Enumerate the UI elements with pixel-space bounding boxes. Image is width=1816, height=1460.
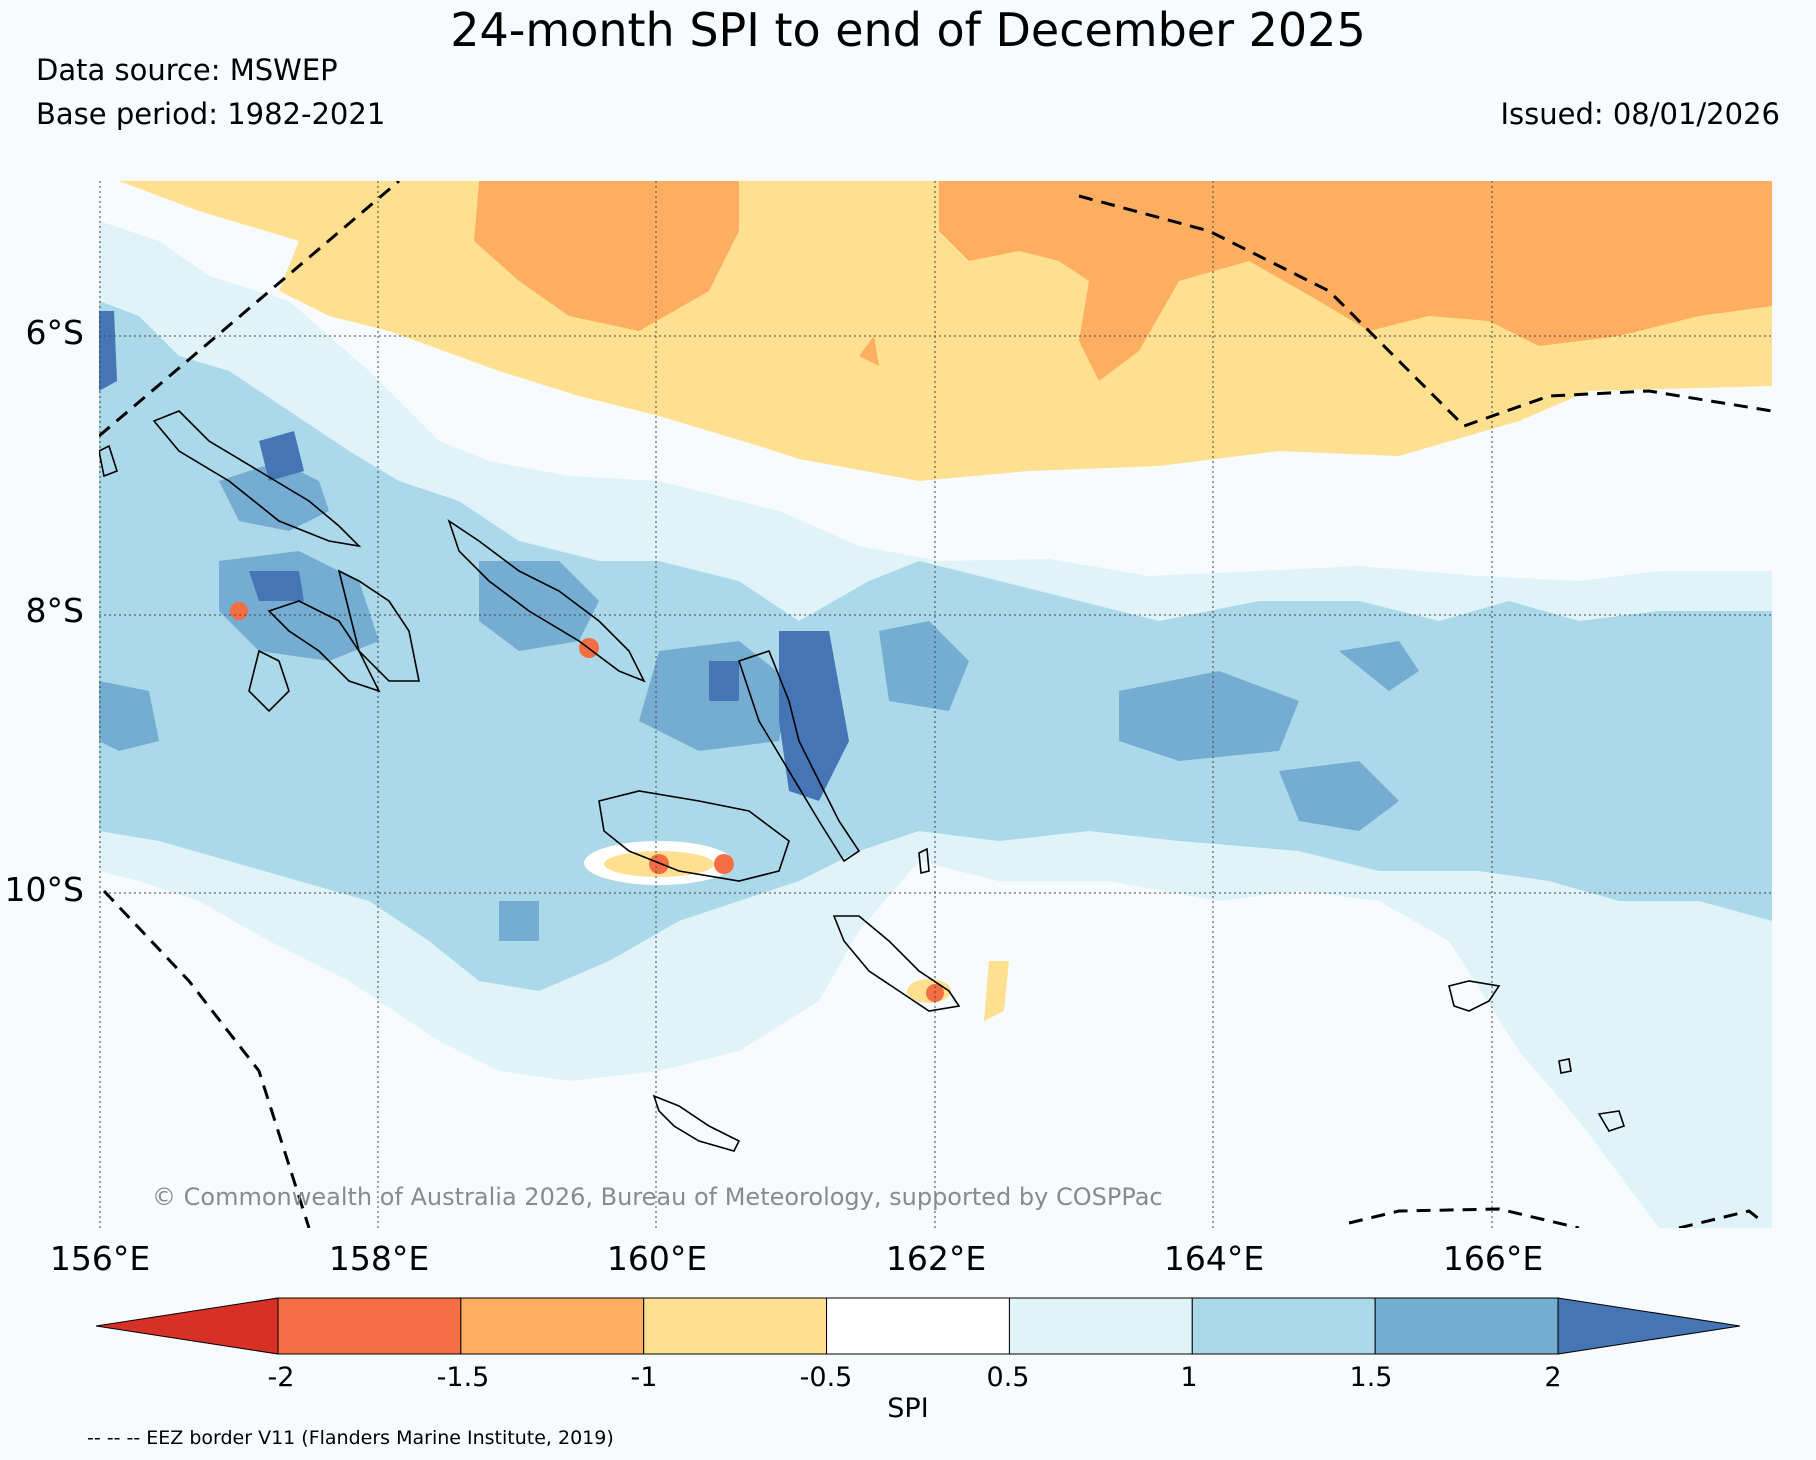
spi-colorbar	[96, 1297, 1740, 1355]
lon-tick: 156°E	[49, 1239, 151, 1278]
data-source-label: Data source: MSWEP	[36, 53, 338, 87]
lat-tick: 6°S	[25, 313, 84, 352]
colorbar-segment	[1191, 1297, 1376, 1355]
lon-tick: 162°E	[885, 1239, 987, 1278]
colorbar-tick-label: -1.5	[436, 1362, 490, 1393]
spi-region-wet-very-strong	[99, 311, 849, 801]
lon-tick: 160°E	[606, 1239, 708, 1278]
colorbar-tick-label: -0.5	[799, 1362, 853, 1393]
colorbar-extend-min	[96, 1297, 279, 1355]
colorbar-title: SPI	[887, 1393, 929, 1424]
colorbar-segment	[1374, 1297, 1559, 1355]
lon-tick: 164°E	[1163, 1239, 1265, 1278]
lon-tick: 158°E	[328, 1239, 430, 1278]
colorbar-segment	[826, 1297, 1010, 1355]
colorbar-extend-max	[1557, 1297, 1740, 1355]
colorbar-segment	[277, 1297, 462, 1355]
map-title: 24-month SPI to end of December 2025	[450, 3, 1366, 57]
spi-region-dry-moderate	[859, 336, 879, 366]
colorbar-tick-label: -2	[267, 1362, 295, 1393]
spi-region-dry-moderate	[474, 181, 739, 331]
base-period-label: Base period: 1982-2021	[36, 97, 386, 131]
colorbar-tick-label: 2	[1544, 1362, 1562, 1393]
colorbar-tick-label: 0.5	[986, 1362, 1030, 1393]
spi-map: © Commonwealth of Australia 2026, Bureau…	[99, 181, 1772, 1228]
lon-tick: 166°E	[1442, 1239, 1544, 1278]
graticule	[99, 181, 1772, 1228]
colorbar-tick-label: 1	[1180, 1362, 1198, 1393]
colorbar-tick-label: -1	[630, 1362, 658, 1393]
coastline	[99, 410, 1626, 1152]
colorbar-segment	[1008, 1297, 1193, 1355]
issued-date-label: Issued: 08/01/2026	[1500, 97, 1780, 131]
lat-tick: 10°S	[4, 870, 84, 909]
spi-region-wet-strong	[99, 461, 1419, 941]
eez-border	[99, 181, 1772, 1228]
lat-tick: 8°S	[25, 591, 84, 630]
colorbar-tick-label: 1.5	[1349, 1362, 1393, 1393]
copyright-text: © Commonwealth of Australia 2026, Bureau…	[152, 1183, 1163, 1211]
spi-region-dry-moderate	[939, 181, 1772, 381]
eez-footnote: -- -- -- EEZ border V11 (Flanders Marine…	[87, 1427, 614, 1449]
colorbar-segment	[460, 1297, 645, 1355]
colorbar-segment	[643, 1297, 828, 1355]
